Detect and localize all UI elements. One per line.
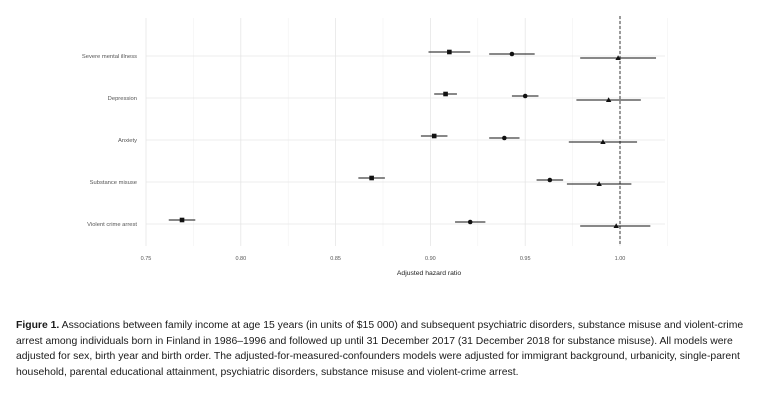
x-axis-label: Adjusted hazard ratio bbox=[397, 270, 461, 277]
x-tick-labels: 0.75 0.80 0.85 0.90 0.95 1.00 bbox=[141, 256, 626, 262]
estimate-point-circle bbox=[522, 93, 528, 99]
row-labels: Severe mental illness Depression Anxiety Su… bbox=[82, 54, 137, 228]
row-label: Depression bbox=[108, 96, 137, 102]
row-label: Violent crime arrest bbox=[87, 222, 137, 228]
x-tick-label: 1.00 bbox=[615, 256, 626, 262]
estimate-point-triangle bbox=[600, 139, 606, 144]
estimate-point-square bbox=[179, 217, 185, 223]
x-tick-label: 0.75 bbox=[141, 256, 152, 262]
x-tick-label: 0.90 bbox=[425, 256, 436, 262]
row-label: Substance misuse bbox=[90, 180, 137, 186]
caption-label: Figure 1. bbox=[16, 320, 60, 331]
grid-lines bbox=[145, 18, 668, 246]
estimate-point-triangle bbox=[605, 97, 612, 102]
estimate-point-square bbox=[369, 175, 374, 181]
estimate-marks bbox=[168, 49, 657, 228]
caption-text: Associations between family income at ag… bbox=[16, 320, 744, 378]
estimate-point-square bbox=[431, 133, 437, 139]
estimate-point-circle bbox=[502, 135, 507, 141]
forest-plot: Severe mental illness Depression Anxiety Su… bbox=[82, 16, 668, 277]
estimate-point-circle bbox=[467, 219, 473, 225]
estimate-point-triangle bbox=[615, 55, 621, 60]
x-tick-label: 0.85 bbox=[330, 256, 341, 262]
x-tick-label: 0.95 bbox=[520, 256, 531, 262]
figure-caption: Figure 1. Associations between family in… bbox=[16, 318, 756, 380]
estimate-point-square bbox=[443, 91, 448, 97]
row-label: Severe mental illness bbox=[82, 54, 137, 60]
estimate-point-circle bbox=[509, 51, 515, 57]
estimate-point-square bbox=[447, 49, 452, 55]
row-label: Anxiety bbox=[118, 138, 137, 144]
estimate-point-triangle bbox=[596, 181, 602, 186]
estimate-point-circle bbox=[547, 177, 553, 183]
estimate-point-triangle bbox=[613, 223, 619, 228]
x-tick-label: 0.80 bbox=[235, 256, 246, 262]
